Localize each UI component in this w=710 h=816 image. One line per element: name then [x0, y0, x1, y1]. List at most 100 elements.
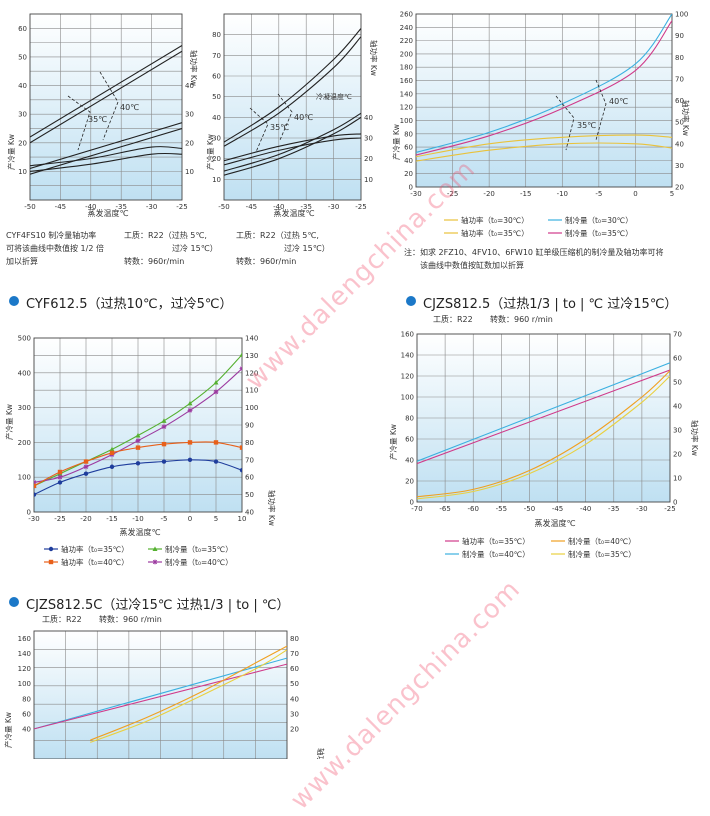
- marker-circle: [48, 546, 54, 552]
- x-tick-label: -25: [447, 190, 458, 198]
- y2-tick-label: 90: [245, 422, 254, 430]
- x-axis-title: 蒸发温度℃: [274, 208, 315, 218]
- annotation-leader: [67, 71, 119, 151]
- y-tick-label: 100: [400, 117, 413, 125]
- y2-tick-label: 10: [673, 475, 682, 483]
- annotation-label: 40℃: [294, 113, 313, 122]
- note-line-2: 可将该曲线中数值按 1/2 倍: [6, 244, 104, 253]
- x-tick-label: -5: [161, 515, 168, 523]
- x-tick-label: -60: [468, 505, 479, 513]
- y-tick-label: 80: [22, 695, 31, 703]
- series-line: [34, 657, 287, 730]
- y-axis-title: 产冷量 Kw: [205, 134, 215, 170]
- y-tick-label: 240: [400, 24, 413, 32]
- series-line: [30, 122, 182, 170]
- y-tick-label: 60: [22, 710, 31, 718]
- marker-triangle: [109, 446, 115, 452]
- chart-cjzs812-5: -70 -65 -60 -55 -50 -45 -40 -35 -30 -250204060801…: [388, 331, 700, 560]
- section-title-cjzs812: CJZS812.5（过热1/3 | to | ℃ 过冷15℃）: [423, 297, 678, 312]
- x-tick-label: -30: [146, 203, 157, 211]
- y2-tick-label: 60: [673, 355, 682, 363]
- x-axis-title: 蒸发温度℃: [88, 208, 129, 218]
- y2-tick-label: 20: [364, 155, 373, 163]
- y2-tick-label: 20: [675, 184, 684, 192]
- y2-tick-label: 80: [675, 54, 684, 62]
- y-tick-label: 20: [404, 170, 413, 178]
- x-tick-label: 5: [670, 190, 674, 198]
- legend-label: 轴功率（t₀=40℃）: [61, 557, 129, 567]
- top-left-conditions: 工质：R22（过热 5℃, 过冷 15℃） 转数：960r/min: [124, 229, 218, 268]
- y2-tick-label: 90: [675, 32, 684, 40]
- annotation-label: 40℃: [609, 97, 628, 106]
- y-tick-label: 160: [401, 331, 414, 339]
- y2-tick-label: 40: [290, 695, 299, 703]
- series-line: [417, 375, 670, 500]
- annotation-leader: [249, 93, 293, 153]
- y-tick-label: 0: [410, 499, 414, 507]
- series-line: [416, 142, 672, 162]
- y-tick-label: 500: [18, 335, 31, 343]
- legend-label: 制冷量（t₀=40℃）: [165, 557, 233, 567]
- series-line: [30, 50, 182, 144]
- marker-star: [161, 424, 167, 430]
- y2-tick-label: 30: [675, 162, 684, 170]
- y-axis-title: 产冷量 Kw: [4, 404, 14, 440]
- chart-multi-cylinder-30-35: -30 -25 -20 -15 -10 -5 0 5020406080100120140160…: [391, 11, 691, 239]
- marker-square: [239, 445, 242, 450]
- note-line-1: 注：如求 2FZ10、4FV10、6FW10 缸单级压缩机的制冷量及轴功率可将: [404, 248, 664, 257]
- y-tick-label: 300: [18, 404, 31, 412]
- y-tick-label: 20: [18, 139, 27, 147]
- y2-tick-label: 0: [673, 499, 677, 507]
- marker-star: [83, 464, 89, 470]
- y2-tick-label: 30: [290, 710, 299, 718]
- speed-text: 转数：960 r/min: [490, 315, 553, 324]
- marker-circle: [34, 492, 37, 497]
- series-line: [30, 152, 182, 172]
- note-line-1: CYF4FS10 制冷量轴功率: [6, 231, 97, 240]
- marker-triangle: [135, 432, 141, 438]
- y-tick-label: 20: [212, 155, 221, 163]
- conditions-line-1: 工质：R22（过热 5℃,: [236, 231, 319, 240]
- y-tick-label: 400: [18, 369, 31, 377]
- legend-label: 轴功率（t₀=35℃）: [61, 544, 129, 554]
- y-axis-title: 产冷量 Kw: [3, 712, 13, 748]
- y2-tick-label: 40: [245, 509, 254, 517]
- legend-label: 制冷量（t₀=35℃）: [568, 549, 636, 559]
- y-tick-label: 80: [405, 415, 414, 423]
- condensing-temp-label: 冷凝温度℃: [316, 92, 352, 101]
- top-right-note: 注：如求 2FZ10、4FV10、6FW10 缸单级压缩机的制冷量及轴功率可将 …: [404, 246, 664, 272]
- x-tick-label: -35: [608, 505, 619, 513]
- y-tick-label: 100: [18, 680, 31, 688]
- marker-triangle: [213, 379, 219, 385]
- y2-tick-label: 80: [290, 635, 299, 643]
- plot-frame: [33, 337, 243, 513]
- chart-cjzs812-5c: 40 60 80 100 120 140 160 20 30 40 50 60 70 80 产冷量 Kw 轴功…: [3, 630, 326, 759]
- x-tick-label: -20: [483, 190, 494, 198]
- cyf4fs10-note: CYF4FS10 制冷量轴功率 可将该曲线中数值按 1/2 倍 加以折算: [6, 229, 104, 268]
- series-line: [417, 369, 670, 465]
- y2-tick-label: 110: [245, 387, 258, 395]
- series-line: [224, 133, 361, 162]
- y2-axis-title: 轴功率 Kw: [267, 490, 277, 526]
- plot-frame: [416, 333, 671, 503]
- marker-star: [213, 389, 219, 395]
- marker-circle: [239, 468, 242, 473]
- y-tick-label: 80: [404, 130, 413, 138]
- y-tick-label: 10: [212, 176, 221, 184]
- x-tick-label: -25: [54, 515, 65, 523]
- y-tick-label: 180: [400, 64, 413, 72]
- plot-background: [30, 14, 182, 200]
- y2-tick-label: 60: [290, 665, 299, 673]
- marker-circle: [57, 480, 63, 485]
- y-tick-label: 200: [18, 439, 31, 447]
- note-line-3: 加以折算: [6, 257, 38, 266]
- y-tick-label: 140: [18, 650, 31, 658]
- y2-tick-label: 20: [673, 451, 682, 459]
- marker-star: [57, 474, 63, 480]
- work-fluid-text: 工质：R22: [42, 615, 82, 624]
- x-tick-label: -30: [636, 505, 647, 513]
- chart-cyf612-5: -30 -25 -20 -15 -10 -5 0 5 100100200300400500405…: [4, 335, 277, 568]
- conditions-line-2: 过冷 15℃）: [284, 244, 330, 253]
- x-tick-label: 10: [238, 515, 247, 523]
- y2-tick-label: 50: [673, 379, 682, 387]
